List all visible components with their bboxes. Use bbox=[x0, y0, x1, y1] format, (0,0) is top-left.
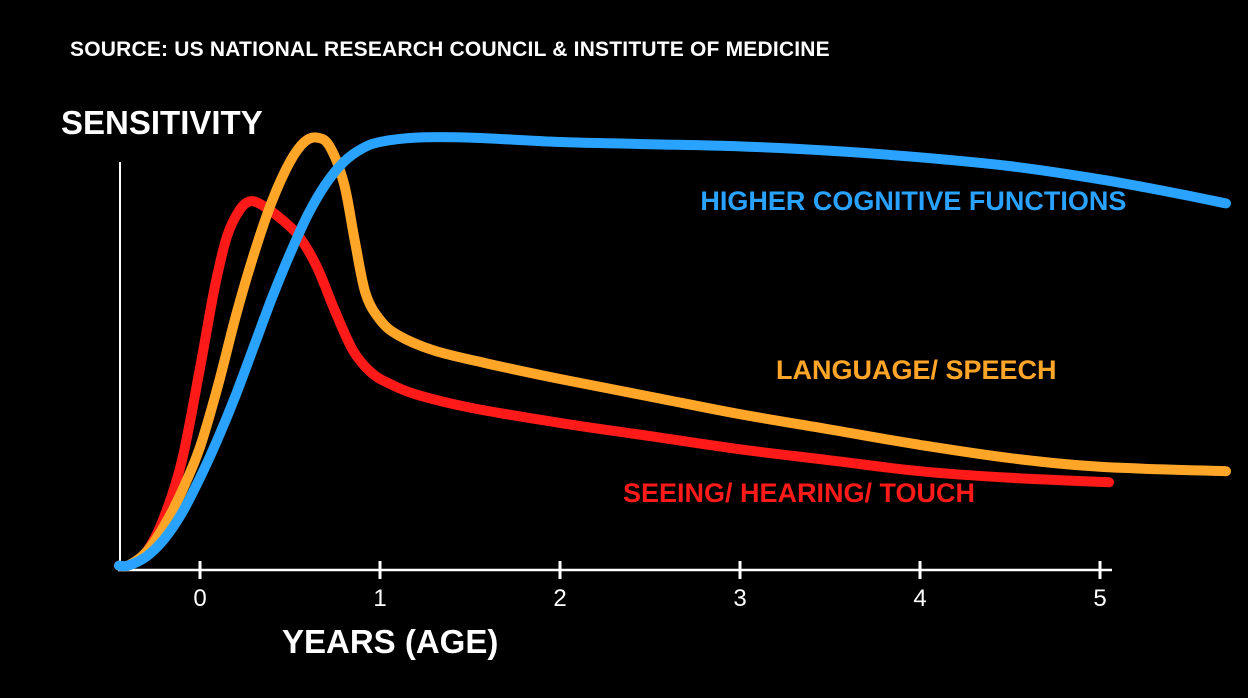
series-labels: SEEING/ HEARING/ TOUCH LANGUAGE/ SPEECH HI… bbox=[623, 186, 1126, 508]
x-tick-label-0: 0 bbox=[193, 585, 206, 612]
x-tick-label-1: 1 bbox=[373, 585, 386, 612]
x-tick-label-5: 5 bbox=[1093, 585, 1106, 612]
y-axis-label: SENSITIVITY bbox=[61, 104, 263, 141]
x-tick-label-3: 3 bbox=[733, 585, 746, 612]
series-label-language-speech: LANGUAGE/ SPEECH bbox=[776, 355, 1057, 385]
x-axis-label: YEARS (AGE) bbox=[282, 623, 498, 660]
x-axis-ticks: 0 1 2 3 4 5 bbox=[193, 561, 1107, 612]
series-label-seeing-hearing-touch: SEEING/ HEARING/ TOUCH bbox=[623, 478, 975, 508]
series-line-higher-cognitive-functions bbox=[114, 132, 1231, 572]
x-tick-label-2: 2 bbox=[553, 585, 566, 612]
series-lines bbox=[114, 132, 1231, 572]
series-label-higher-cognitive-functions: HIGHER COGNITIVE FUNCTIONS bbox=[700, 186, 1126, 216]
series-line-seeing-hearing-touch bbox=[114, 196, 1114, 572]
series-line-language-speech bbox=[114, 132, 1231, 572]
x-tick-label-4: 4 bbox=[913, 585, 926, 612]
source-note: SOURCE: US NATIONAL RESEARCH COUNCIL & I… bbox=[70, 38, 830, 61]
